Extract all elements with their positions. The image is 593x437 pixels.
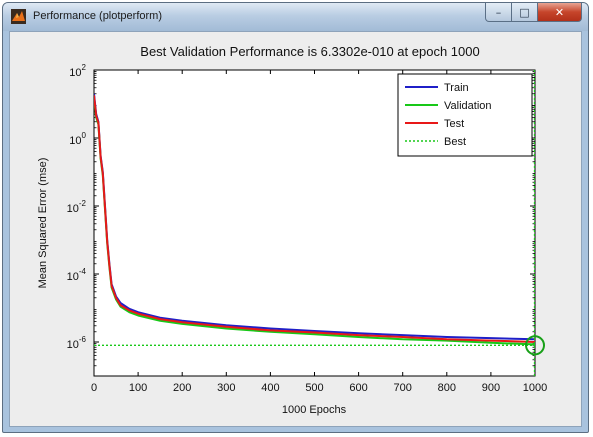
- y-tick-exponent: -6: [79, 335, 87, 344]
- legend: Train Validation Test Best: [397, 73, 533, 157]
- y-tick-base: 10: [67, 339, 79, 351]
- y-tick-base: 10: [69, 135, 81, 147]
- x-tick-label: 200: [173, 382, 191, 394]
- maximize-button[interactable]: □: [512, 3, 538, 22]
- x-tick-label: 800: [438, 382, 456, 394]
- y-tick-label: 100: [69, 131, 86, 147]
- x-tick-label: 500: [305, 382, 323, 394]
- window-controls: – □ ✕: [485, 3, 582, 23]
- x-tick-label: 600: [349, 382, 367, 394]
- axis-ticks: 0 100 200 300 400 500 600 700 800 900 100010210010…: [67, 63, 548, 394]
- close-button[interactable]: ✕: [538, 3, 582, 22]
- minimize-icon: –: [495, 5, 502, 19]
- y-tick-exponent: -4: [79, 267, 87, 276]
- y-tick-label: 10-6: [67, 335, 87, 351]
- y-tick-base: 10: [67, 203, 79, 215]
- series-test-line: [94, 95, 535, 343]
- y-tick-label: 102: [69, 63, 86, 79]
- legend-label-validation: Validation: [444, 100, 492, 112]
- x-tick-label: 900: [482, 382, 500, 394]
- y-tick-label: 10-4: [67, 267, 87, 283]
- y-tick-exponent: -2: [79, 199, 87, 208]
- performance-chart: Best Validation Performance is 6.3302e-0…: [37, 44, 548, 416]
- x-tick-label: 100: [129, 382, 147, 394]
- legend-label-test: Test: [444, 118, 464, 130]
- title-bar[interactable]: Performance (plotperform) – □ ✕: [3, 3, 588, 31]
- figure-area: Best Validation Performance is 6.3302e-0…: [9, 31, 582, 427]
- matlab-icon: [11, 9, 26, 24]
- maximize-icon: □: [519, 5, 530, 19]
- x-tick-label: 300: [217, 382, 235, 394]
- legend-label-best: Best: [444, 136, 466, 148]
- legend-label-train: Train: [444, 82, 469, 94]
- x-tick-label: 0: [91, 382, 97, 394]
- x-axis-label: 1000 Epochs: [282, 404, 347, 416]
- performance-window: Performance (plotperform) – □ ✕ Best Val…: [2, 2, 589, 433]
- y-tick-exponent: 2: [82, 63, 87, 72]
- best-point-marker: [525, 335, 545, 356]
- x-tick-label: 400: [261, 382, 279, 394]
- series-lines: [94, 70, 535, 376]
- minimize-button[interactable]: –: [485, 3, 512, 22]
- window-title: Performance (plotperform): [33, 10, 162, 22]
- close-icon: ✕: [554, 5, 565, 19]
- y-tick-exponent: 0: [82, 131, 87, 140]
- y-axis-label: Mean Squared Error (mse): [37, 158, 49, 289]
- x-tick-label: 1000: [523, 382, 547, 394]
- y-tick-base: 10: [69, 67, 81, 79]
- x-tick-label: 700: [394, 382, 412, 394]
- y-tick-base: 10: [67, 271, 79, 283]
- y-tick-label: 10-2: [67, 199, 87, 215]
- chart-title: Best Validation Performance is 6.3302e-0…: [140, 44, 479, 59]
